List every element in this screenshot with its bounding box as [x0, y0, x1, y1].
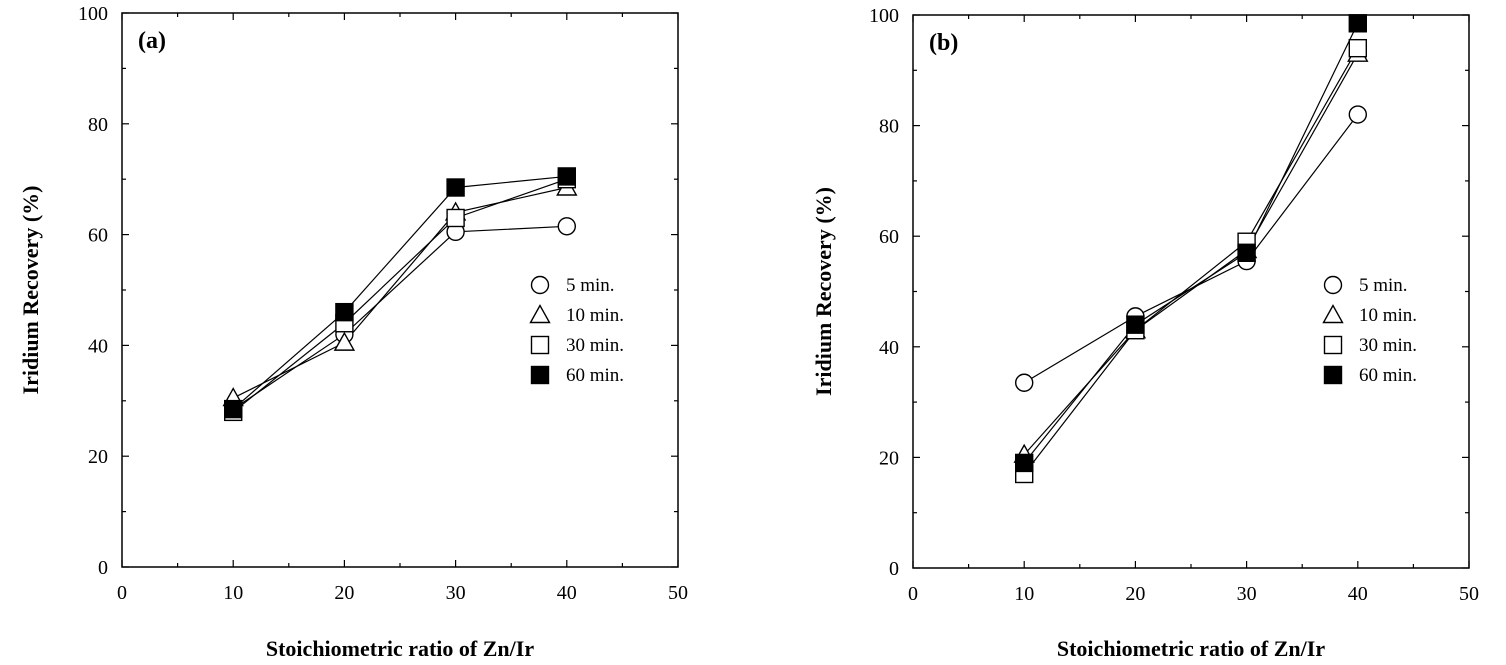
x-tick-label: 20 [1125, 583, 1145, 605]
data-point-circle [1015, 373, 1034, 392]
legend-marker-square-filled [530, 365, 550, 385]
x-tick-label: 10 [1014, 583, 1034, 605]
y-axis-title: Iridium Recovery (%) [18, 186, 43, 395]
data-point-circle [1348, 105, 1367, 124]
x-tick-label: 50 [1459, 583, 1479, 605]
legend-marker-triangle [529, 304, 551, 324]
x-tick-label: 10 [223, 582, 243, 604]
data-point-square-filled [1126, 315, 1145, 334]
y-tick-label: 20 [88, 446, 108, 468]
x-tick-label: 40 [557, 582, 577, 604]
y-tick-label: 80 [88, 114, 108, 136]
legend-marker-triangle [1322, 304, 1344, 324]
panel-label: (b) [929, 30, 958, 56]
series-line-square-open [1023, 47, 1359, 475]
series-line-circle [232, 225, 567, 410]
x-tick-label: 30 [446, 582, 466, 604]
data-point-triangle [333, 331, 356, 351]
panel-label: (a) [138, 28, 166, 54]
legend-label: 60 min. [1359, 365, 1417, 386]
data-point-square-filled [1015, 453, 1034, 473]
legend-label: 10 min. [566, 305, 624, 326]
legend-label: 30 min. [1359, 335, 1417, 356]
y-tick-label: 0 [98, 557, 108, 579]
data-point-square-filled [1348, 14, 1367, 33]
legend-label: 30 min. [566, 335, 624, 356]
y-tick-label: 100 [78, 3, 108, 25]
data-point-square-filled [223, 399, 243, 419]
legend-marker-square-open [1323, 335, 1343, 355]
data-point-square-filled [1237, 243, 1256, 262]
x-tick-label: 40 [1348, 583, 1368, 605]
y-axis-title: Iridium Recovery (%) [811, 187, 836, 396]
y-tick-label: 40 [879, 337, 899, 359]
y-tick-label: 20 [879, 447, 899, 469]
legend-label: 60 min. [566, 365, 624, 386]
data-point-square-filled [446, 178, 465, 197]
legend-marker-square-open [530, 335, 550, 355]
x-tick-label: 0 [908, 583, 918, 605]
data-point-square-open [1348, 38, 1367, 58]
data-point-square-filled [557, 167, 576, 186]
data-point-circle [557, 217, 576, 236]
series-line-triangle [232, 186, 567, 399]
data-point-square-open [446, 208, 465, 228]
legend-label: 5 min. [1359, 275, 1408, 296]
series-line-square-filled [232, 175, 567, 410]
legend-marker-square-filled [1323, 365, 1343, 385]
x-tick-label: 0 [117, 582, 127, 604]
chart-panel-b: 0 10 20 30 40 50 0 20 40 60 80 100 Stoichiometric ra… [811, 5, 1479, 661]
legend-label: 5 min. [566, 275, 615, 296]
y-tick-label: 60 [879, 226, 899, 248]
y-tick-label: 0 [889, 558, 899, 580]
y-tick-label: 40 [88, 335, 108, 357]
x-tick-label: 50 [668, 582, 688, 604]
series-line-square-open [232, 178, 567, 413]
chart-panel-a: 0 10 20 30 40 50 0 20 40 60 80 100 Stoichiometric ra… [18, 3, 688, 661]
x-axis-title: Stoichiometric ratio of Zn/Ir [1057, 636, 1325, 661]
series-line-circle [1023, 114, 1359, 384]
legend-label: 10 min. [1359, 305, 1417, 326]
y-tick-label: 80 [879, 116, 899, 138]
series-line-triangle [1023, 53, 1359, 456]
y-tick-label: 100 [869, 5, 899, 27]
legend-marker-circle [1323, 275, 1343, 295]
series-line-square-filled [1023, 23, 1359, 464]
legend-marker-circle [530, 275, 550, 295]
x-tick-label: 30 [1237, 583, 1257, 605]
x-axis-title: Stoichiometric ratio of Zn/Ir [266, 636, 534, 661]
y-tick-label: 60 [88, 225, 108, 247]
x-tick-label: 20 [334, 582, 354, 604]
data-point-square-filled [335, 302, 354, 322]
